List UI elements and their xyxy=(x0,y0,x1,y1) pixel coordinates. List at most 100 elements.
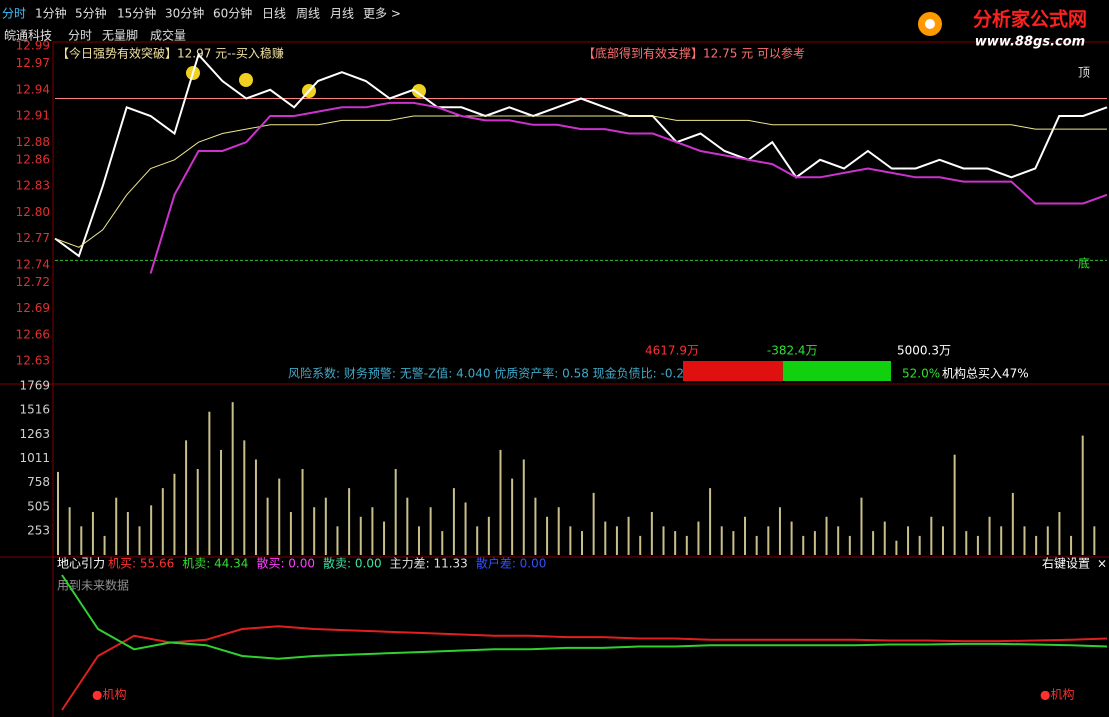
volume-bar xyxy=(941,526,944,555)
volume-bar xyxy=(429,507,432,555)
volume-bar xyxy=(103,535,106,555)
volume-bar xyxy=(639,535,642,555)
volume-bar xyxy=(1011,492,1014,555)
breakout-note: 【今日强势有效突破】12.97 元--买入稳赚 xyxy=(57,46,284,61)
volume-bar xyxy=(988,516,991,555)
volume-bar xyxy=(965,531,968,555)
volume-bar xyxy=(289,512,292,555)
volume-bar xyxy=(348,488,351,555)
y-tick-label: 12.86 xyxy=(16,152,50,166)
y-tick-label: 12.72 xyxy=(16,275,50,289)
tab[interactable]: 1分钟 xyxy=(35,6,67,21)
volume-bar xyxy=(604,521,607,555)
y-tick-label: 758 xyxy=(27,475,50,489)
volume-bar xyxy=(720,526,723,555)
volume-bar xyxy=(534,497,537,555)
volume-bar xyxy=(1000,526,1003,555)
volume-bar xyxy=(208,411,211,555)
volume-bar xyxy=(196,469,199,555)
volume-bar xyxy=(394,469,397,555)
volume-bar xyxy=(313,507,316,555)
volume-bar xyxy=(452,488,455,555)
volume-bar xyxy=(522,459,525,555)
smiley xyxy=(239,73,253,87)
stat: 机卖: 44.34 xyxy=(182,557,248,571)
tab[interactable]: 月线 xyxy=(330,7,354,21)
settings[interactable]: 右键设置 xyxy=(1042,556,1090,571)
stat: 散买: 0.00 xyxy=(256,556,315,571)
volume-bar xyxy=(615,526,618,555)
volume-bar xyxy=(185,440,188,555)
indicator: 成交量 xyxy=(150,28,186,43)
close[interactable]: × xyxy=(1097,557,1107,571)
volume-bar xyxy=(802,535,805,555)
logo-flower-center xyxy=(925,19,935,29)
volume-bar xyxy=(161,488,164,555)
y-tick-label: 12.94 xyxy=(16,82,50,96)
volume-bar xyxy=(336,526,339,555)
tab[interactable]: 更多 > xyxy=(363,7,401,21)
y-tick-label: 1516 xyxy=(19,403,50,417)
ratio: 52.0% xyxy=(902,367,940,381)
volume-bar xyxy=(115,497,118,555)
y-tick-label: 505 xyxy=(27,499,50,513)
volume-bar xyxy=(138,526,141,555)
volume-bar xyxy=(837,526,840,555)
y-tick-label: 12.99 xyxy=(16,39,50,53)
tab[interactable]: 5分钟 xyxy=(75,6,107,21)
gravity-title: 地心引力 xyxy=(57,557,105,571)
tab[interactable]: 15分钟 xyxy=(117,6,156,21)
gravity-line xyxy=(61,625,1108,711)
tab[interactable]: 日线 xyxy=(262,7,286,21)
volume-bar xyxy=(464,502,467,555)
volume-bar xyxy=(685,535,688,555)
volume-bar xyxy=(767,526,770,555)
volume-bar xyxy=(848,535,851,555)
volume-bar xyxy=(778,507,781,555)
inst-buy: 机构总买入47% xyxy=(942,366,1029,381)
stat: 散户差: 0.00 xyxy=(476,556,547,571)
tab[interactable]: 分时 xyxy=(2,7,26,21)
y-tick-label: 12.69 xyxy=(16,301,50,315)
volume-bar xyxy=(569,526,572,555)
volume-bar xyxy=(126,512,129,555)
volume-bar xyxy=(627,516,630,555)
tab[interactable]: 30分钟 xyxy=(165,6,204,21)
volume-bar xyxy=(91,512,94,555)
mode: 分时 xyxy=(68,29,92,43)
volume-bar xyxy=(976,535,979,555)
volume-bar xyxy=(220,449,223,555)
volume-bar xyxy=(68,507,71,555)
volume-bar xyxy=(709,488,712,555)
volume-bar xyxy=(907,526,910,555)
volume-bar xyxy=(825,516,828,555)
stat: 散卖: 0.00 xyxy=(323,556,382,571)
buy-label: 4617.9万 xyxy=(645,344,699,358)
volume-bar xyxy=(674,531,677,555)
y-tick-label: 12.97 xyxy=(16,56,50,70)
volume-bar xyxy=(732,531,735,555)
note: 用到未来数据 xyxy=(57,578,129,593)
volume-bar xyxy=(872,531,875,555)
volume-bar xyxy=(406,497,409,555)
price-line xyxy=(54,52,1108,258)
volume-bar xyxy=(231,402,234,555)
volume-bar xyxy=(1081,435,1084,555)
sell-bar xyxy=(782,361,891,381)
volume-bar xyxy=(278,478,281,555)
volume-bar xyxy=(546,516,549,555)
volume-bar xyxy=(301,469,304,555)
stock-name: 皖通科技 xyxy=(4,29,52,43)
y-tick-label: 1011 xyxy=(19,451,50,465)
tab[interactable]: 60分钟 xyxy=(213,6,252,21)
risk-text: 风险系数: 财务预警: 无警-Z值: 4.040 优质资产率: 0.58 现金负… xyxy=(288,366,703,381)
volume-bar xyxy=(1093,526,1096,555)
support-note: 【底部得到有效支撑】12.75 元 可以参考 xyxy=(583,46,805,61)
tab[interactable]: 周线 xyxy=(296,7,320,21)
volume-bar xyxy=(581,531,583,555)
volume-bar xyxy=(1058,512,1061,555)
smiley xyxy=(412,84,426,98)
top-label: 顶 xyxy=(1078,66,1090,80)
